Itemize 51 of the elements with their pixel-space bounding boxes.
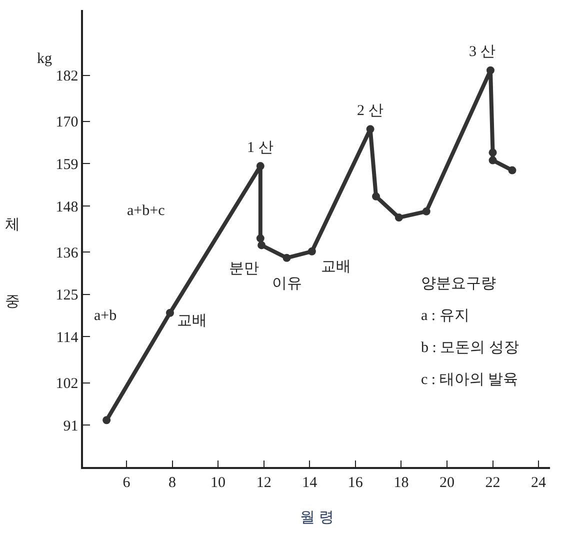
point [488,156,497,164]
annotation: a+b [94,308,117,324]
y-tick-label: 182 [56,68,78,85]
point [488,148,497,157]
x-tick-label: 14 [302,474,318,491]
point [256,162,264,170]
annotation: 교배 [177,313,207,329]
y-tick-label: 148 [56,199,78,216]
text: 중 [5,294,20,310]
point [282,254,291,262]
point [486,66,494,74]
x-tick-label: 8 [168,474,176,491]
point [508,166,516,174]
y-tick-label: 136 [56,245,79,262]
text: 체 [5,217,20,233]
point [366,125,374,134]
point [258,241,266,250]
annotation: 양분요구량 [421,276,496,292]
x-tick-label: 10 [210,474,226,491]
annotation: 3 산 [469,44,496,60]
point [102,416,111,424]
annotation: a : 유지 [421,308,470,324]
x-tick-label: 18 [394,474,409,491]
annotation: 1 산 [247,140,274,156]
x-tick-label: 22 [485,474,500,491]
point [166,308,174,317]
text: kg [37,51,52,67]
y-tick-label: 159 [56,156,78,173]
x-tick-label: 24 [531,474,547,491]
x-tick-label: 12 [256,474,272,491]
x-tick-label: 6 [122,474,131,491]
y-tick-label: 125 [56,288,78,304]
point [394,214,403,222]
annotation: b : 모돈의 성장 [421,340,519,356]
annotation: 이유 [272,276,302,292]
x-tick-label: 20 [439,474,454,491]
y-tick-label: 91 [63,418,78,434]
y-tick-label: 170 [56,114,78,131]
x-axis-title: 월 령 [300,510,334,526]
point [256,234,264,242]
annotation: 2 산 [357,103,384,119]
y-tick-label: 102 [56,376,78,392]
annotation: 교배 [321,259,351,275]
point [372,192,380,200]
point [308,247,316,256]
annotation: c : 태아의 발육 [421,372,518,388]
annotation: 분만 [229,261,259,277]
annotation: a+b+c [127,203,166,219]
x-tick-label: 16 [348,474,364,491]
point [422,207,430,216]
y-tick-label: 114 [56,330,79,346]
